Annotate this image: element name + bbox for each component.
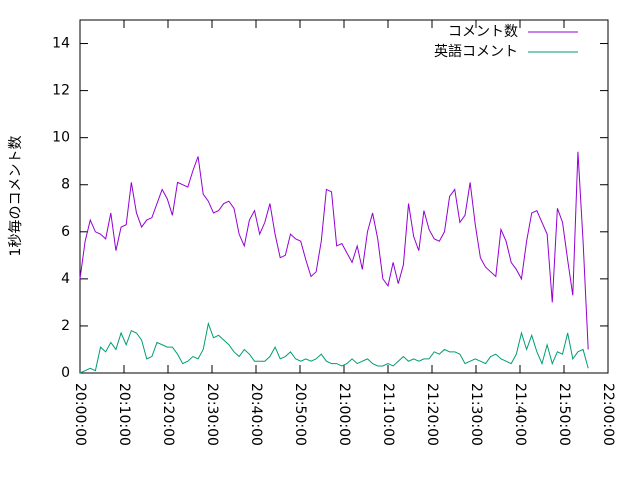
legend-label: 英語コメント: [434, 43, 518, 60]
x-tick-label: 21:40:00: [512, 383, 528, 446]
y-tick-label: 0: [61, 365, 70, 381]
legend-label: コメント数: [448, 24, 518, 40]
y-tick-label: 2: [61, 318, 70, 334]
x-tick-label: 21:50:00: [556, 383, 572, 446]
data-line: [79, 151, 589, 350]
x-tick-label: 20:40:00: [248, 383, 264, 446]
y-axis-label: 1秒毎のコメント数: [8, 136, 24, 257]
y-tick-label: 4: [61, 271, 70, 287]
x-tick-label: 21:10:00: [380, 383, 396, 446]
y-tick-label: 8: [61, 177, 70, 193]
x-tick-label: 21:30:00: [468, 383, 484, 446]
x-tick-label: 21:20:00: [424, 383, 440, 446]
data-line: [79, 321, 589, 374]
x-tick-label: 21:00:00: [336, 383, 352, 446]
x-tick-label: 20:20:00: [160, 383, 176, 446]
x-tick-label: 20:10:00: [116, 383, 132, 446]
y-tick-label: 6: [61, 224, 70, 240]
x-tick-label: 20:00:00: [72, 383, 88, 446]
y-tick-label: 10: [52, 130, 70, 146]
x-tick-label: 22:00:00: [600, 383, 616, 446]
x-tick-label: 20:30:00: [204, 383, 220, 446]
y-tick-label: 14: [52, 36, 70, 52]
x-tick-label: 20:50:00: [292, 383, 308, 446]
y-tick-label: 12: [52, 83, 70, 99]
